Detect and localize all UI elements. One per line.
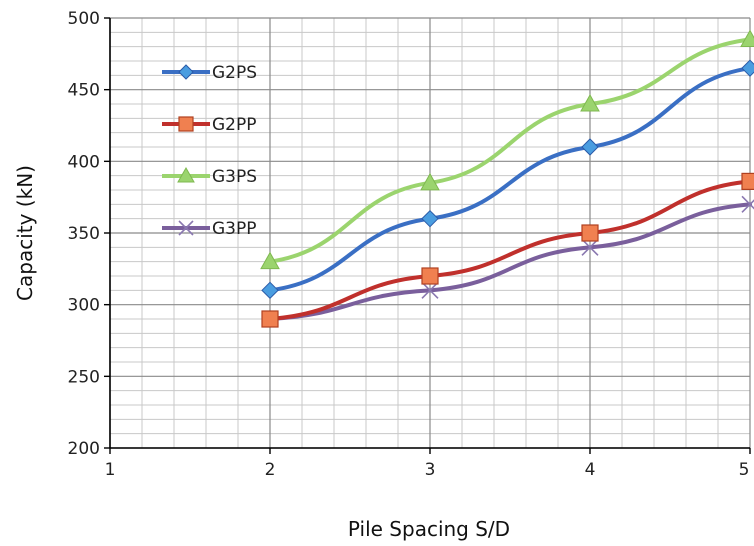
- y-tick-label: 300: [68, 296, 100, 316]
- legend-label: G2PS: [212, 63, 257, 83]
- legend: G2PS G2PP G3PS G3PP: [162, 63, 257, 239]
- data-point-g2ps: [741, 59, 754, 77]
- marker-stroke: [581, 238, 599, 256]
- marker-stroke: [178, 220, 194, 236]
- x-tick-label: 2: [265, 460, 276, 480]
- series-line-g3pp: [268, 202, 752, 321]
- data-point-g3ps: [740, 29, 754, 47]
- y-tick-label: 500: [68, 9, 100, 29]
- x-tick-label: 3: [425, 460, 436, 480]
- y-tick-label: 200: [68, 439, 100, 459]
- legend-label: G3PS: [212, 167, 257, 187]
- data-point-g2ps: [581, 138, 599, 156]
- legend-item-g3ps: G3PS: [162, 166, 257, 187]
- data-point-g3pp: [421, 281, 439, 299]
- series-line-g2ps: [268, 66, 752, 293]
- data-point-g2pp: [261, 310, 279, 328]
- legend-marker: [178, 220, 194, 236]
- marker-stroke: [741, 199, 754, 213]
- data-point-g3ps: [260, 251, 280, 270]
- series-line-g3ps: [268, 37, 752, 264]
- series-line-g2pp: [268, 179, 752, 321]
- x-tick-label: 5: [739, 460, 750, 480]
- y-tick-labels: 200 250 300 350 400 450 500: [68, 9, 100, 459]
- marker-stroke: [421, 281, 439, 299]
- y-axis-title: Capacity (kN): [13, 165, 37, 301]
- legend-marker: [177, 166, 195, 183]
- legend-item-g2ps: G2PS: [162, 63, 257, 83]
- data-point-g2pp: [581, 224, 599, 242]
- y-tick-label: 350: [68, 224, 100, 244]
- data-point-g3pp: [581, 238, 599, 256]
- y-tick-label: 250: [68, 367, 100, 387]
- x-tick-labels: 1 2 3 4 5: [105, 460, 750, 480]
- legend-item-g3pp: G3PP: [162, 219, 257, 239]
- data-point-g3pp: [741, 195, 754, 213]
- series-layer: [260, 29, 754, 328]
- data-point-g2ps: [421, 209, 439, 228]
- y-tick-label: 450: [68, 81, 100, 101]
- axes: [104, 17, 751, 454]
- legend-item-g2pp: G2PP: [162, 115, 257, 135]
- y-tick-label: 400: [68, 152, 100, 172]
- data-point-g3ps: [580, 93, 600, 112]
- data-point-g3ps: [420, 172, 440, 191]
- x-tick-label: 4: [585, 460, 596, 480]
- data-point-g2pp: [741, 172, 754, 190]
- data-point-g2pp: [421, 267, 439, 285]
- x-axis-title: Pile Spacing S/D: [348, 517, 510, 541]
- legend-label: G2PP: [212, 115, 257, 135]
- legend-label: G3PP: [212, 219, 257, 239]
- data-point-g2ps: [261, 281, 279, 300]
- x-tick-label: 1: [105, 460, 116, 480]
- legend-marker: [178, 116, 194, 132]
- legend-marker: [178, 64, 194, 80]
